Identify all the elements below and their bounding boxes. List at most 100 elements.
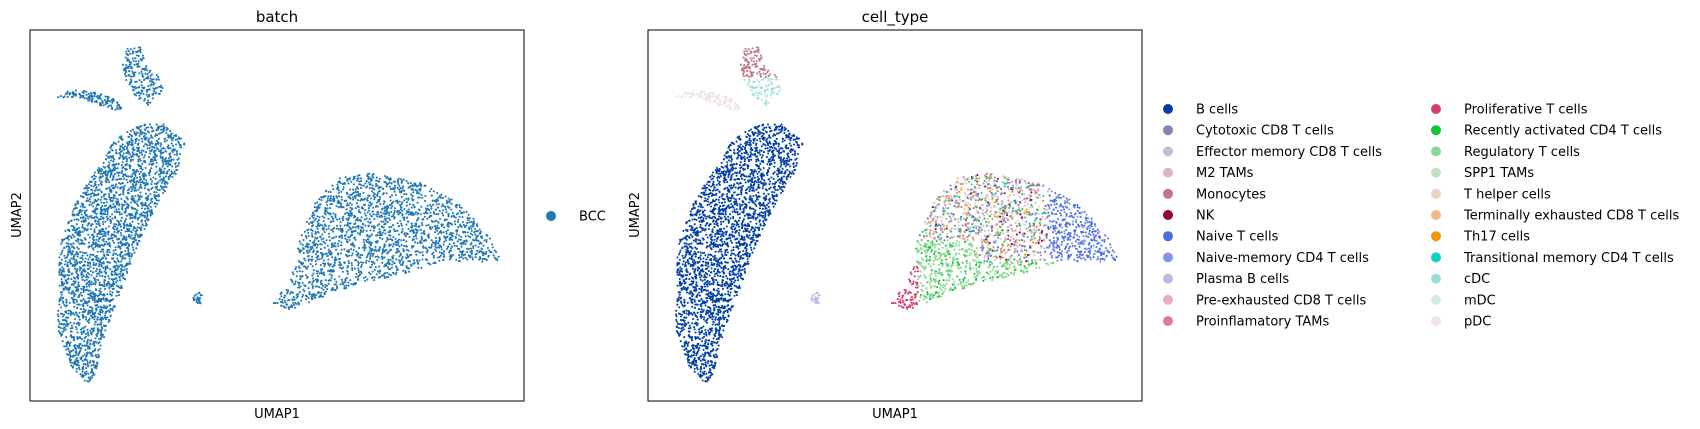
scatter-point: [141, 174, 144, 177]
scatter-point: [127, 245, 130, 248]
scatter-point: [286, 299, 289, 302]
scatter-point: [463, 230, 466, 234]
scatter-point: [100, 190, 103, 193]
scatter-point: [373, 198, 376, 201]
scatter-point: [76, 331, 79, 334]
scatter-point: [127, 66, 130, 69]
scatter-point: [131, 217, 134, 220]
scatter-point: [78, 322, 81, 325]
scatter-point: [468, 217, 471, 220]
scatter-point: [133, 86, 136, 89]
scatter-point: [137, 54, 140, 57]
scatter-point: [81, 223, 84, 226]
scatter-point: [103, 285, 106, 288]
scatter-point: [164, 175, 167, 178]
scatter-point: [85, 332, 88, 335]
scatter-point: [74, 94, 77, 97]
scatter-point: [410, 188, 413, 191]
scatter-point: [339, 205, 342, 208]
scatter-point: [351, 192, 354, 195]
scatter-point: [333, 259, 336, 262]
scatter-point: [458, 247, 461, 251]
scatter-point: [349, 206, 352, 209]
scatter-point: [155, 154, 159, 157]
scatter-point: [455, 233, 458, 236]
scatter-point: [93, 95, 96, 98]
scatter-point: [415, 231, 419, 234]
scatter-point: [123, 145, 127, 148]
scatter-point: [432, 203, 435, 206]
scatter-point: [446, 235, 449, 238]
scatter-point: [122, 173, 125, 176]
scatter-point: [62, 287, 65, 290]
scatter-point: [159, 172, 162, 175]
scatter-point: [102, 298, 105, 301]
scatter-point: [479, 250, 482, 253]
scatter-point: [78, 311, 81, 314]
scatter-point: [121, 138, 124, 141]
scatter-point: [169, 129, 172, 132]
scatter-point: [446, 246, 449, 249]
scatter-point: [363, 247, 367, 250]
scatter-point: [430, 187, 433, 191]
scatter-point: [176, 158, 179, 161]
scatter-point: [351, 196, 355, 199]
scatter-point: [124, 230, 127, 233]
scatter-point: [436, 224, 439, 227]
scatter-point: [386, 238, 389, 241]
scatter-point: [62, 327, 65, 330]
scatter-point: [82, 92, 85, 95]
scatter-point: [301, 270, 304, 273]
scatter-point: [68, 259, 71, 262]
scatter-point: [71, 95, 75, 99]
scatter-point: [137, 91, 140, 95]
scatter-point: [133, 63, 136, 66]
scatter-point: [306, 242, 309, 245]
scatter-point: [402, 269, 405, 272]
scatter-point: [357, 275, 360, 278]
scatter-point: [162, 186, 165, 189]
scatter-point: [354, 275, 358, 279]
scatter-point: [416, 213, 419, 216]
scatter-point: [147, 189, 151, 192]
scatter-point: [291, 291, 294, 294]
scatter-point: [91, 175, 94, 178]
scatter-point: [345, 254, 348, 257]
scatter-point: [292, 283, 296, 286]
scatter-point: [139, 183, 142, 186]
scatter-point: [308, 217, 311, 220]
scatter-point: [171, 149, 174, 152]
scatter-point: [89, 92, 92, 95]
scatter-point: [443, 240, 446, 243]
scatter-point: [435, 203, 438, 206]
scatter-point: [416, 201, 419, 204]
scatter-point: [313, 206, 316, 209]
scatter-point: [155, 142, 158, 145]
scatter-point: [401, 256, 404, 259]
scatter-point: [368, 235, 371, 238]
scatter-point: [70, 251, 74, 254]
scatter-point: [143, 178, 146, 181]
scatter-point: [460, 245, 463, 248]
scatter-point: [293, 304, 296, 307]
scatter-point: [379, 203, 382, 206]
scatter-point: [335, 280, 338, 283]
scatter-point: [136, 63, 139, 67]
scatter-point: [385, 192, 388, 195]
scatter-point: [475, 252, 478, 255]
scatter-point: [349, 201, 352, 204]
scatter-point: [149, 84, 152, 87]
scatter-point: [336, 287, 339, 290]
scatter-point: [298, 270, 301, 273]
scatter-point: [125, 224, 128, 227]
scatter-point: [136, 203, 139, 206]
scatter-point: [120, 212, 123, 216]
scatter-point: [308, 291, 311, 294]
scatter-point: [387, 212, 391, 215]
scatter-point: [318, 286, 321, 289]
scatter-point: [346, 219, 350, 222]
scatter-point: [81, 230, 84, 233]
scatter-point: [328, 207, 332, 210]
scatter-point: [420, 232, 423, 235]
scatter-point: [322, 240, 325, 243]
